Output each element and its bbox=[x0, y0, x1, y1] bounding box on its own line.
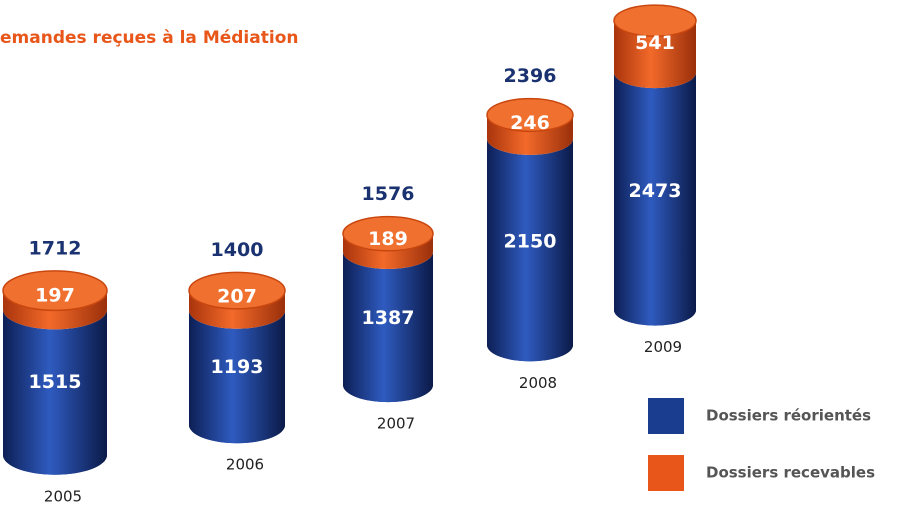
bar-segment bbox=[189, 310, 285, 444]
cylinder-cap bbox=[486, 97, 574, 133]
total-label: 1712 bbox=[29, 237, 82, 259]
bar-segment bbox=[487, 114, 573, 155]
bar-segment bbox=[3, 309, 107, 475]
x-tick-label: 2006 bbox=[226, 456, 264, 474]
bar-segment bbox=[614, 72, 696, 326]
chart-title: emandes reçues à la Médiation bbox=[0, 28, 298, 48]
segment-label: 197 bbox=[35, 285, 75, 307]
x-tick-label: 2005 bbox=[44, 487, 82, 505]
bar-segment bbox=[3, 290, 107, 330]
legend-swatch bbox=[648, 455, 684, 491]
segment-label: 189 bbox=[368, 228, 408, 250]
total-label: 1576 bbox=[362, 183, 415, 205]
total-label: 2396 bbox=[504, 65, 557, 87]
total-label: 1400 bbox=[211, 239, 264, 261]
segment-label: 1387 bbox=[362, 307, 415, 329]
segment-label: 246 bbox=[510, 112, 550, 134]
segment-label: 2473 bbox=[629, 180, 682, 202]
segment-label: 1193 bbox=[211, 356, 264, 378]
legend-swatch bbox=[648, 398, 684, 434]
cylinder-cap bbox=[188, 271, 286, 310]
legend-label: Dossiers recevables bbox=[706, 464, 875, 482]
cylinder-cap bbox=[2, 270, 108, 312]
bar-segment bbox=[189, 290, 285, 329]
cylinder-cap bbox=[342, 215, 434, 252]
bar-segment bbox=[614, 20, 696, 89]
bar-segment bbox=[487, 138, 573, 362]
x-tick-label: 2008 bbox=[519, 374, 557, 392]
cylinder-cap bbox=[613, 4, 697, 37]
x-tick-label: 2007 bbox=[377, 415, 415, 433]
segment-label: 2150 bbox=[504, 230, 557, 252]
x-tick-label: 2009 bbox=[644, 338, 682, 356]
bar-segment bbox=[343, 251, 433, 403]
segment-label: 1515 bbox=[29, 371, 82, 393]
legend-label: Dossiers réorientés bbox=[706, 407, 871, 425]
segment-label: 207 bbox=[217, 285, 257, 307]
segment-label: 541 bbox=[635, 32, 675, 54]
